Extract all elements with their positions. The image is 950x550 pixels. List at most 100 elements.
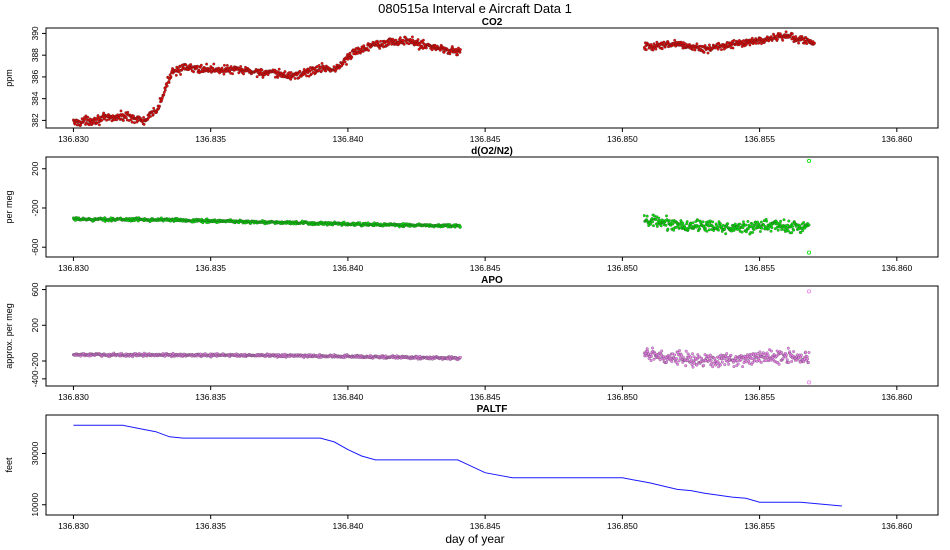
data-point <box>671 222 675 226</box>
data-point <box>738 222 742 226</box>
data-point <box>807 360 810 364</box>
data-point <box>298 69 302 73</box>
data-point <box>813 41 816 45</box>
data-point <box>317 63 321 67</box>
data-point <box>744 223 748 227</box>
data-point <box>289 77 293 81</box>
data-point <box>691 221 695 225</box>
data-point <box>790 231 794 235</box>
data-point <box>121 119 125 122</box>
data-point <box>130 120 134 124</box>
data-point <box>807 158 812 163</box>
data-point <box>787 361 791 364</box>
data-point <box>378 46 382 50</box>
data-point <box>666 40 670 44</box>
x-tick-label: 136.855 <box>744 392 775 402</box>
data-point <box>97 123 101 127</box>
data-point <box>665 360 668 364</box>
data-point <box>698 227 702 231</box>
data-point <box>802 221 806 224</box>
data-point <box>797 41 801 45</box>
x-tick-label: 136.835 <box>195 134 226 144</box>
data-point <box>96 114 100 118</box>
data-point <box>662 40 666 44</box>
x-tick-label: 136.855 <box>744 134 775 144</box>
data-point <box>784 353 788 357</box>
data-point <box>148 115 152 118</box>
y-tick-label: 600 <box>30 282 40 296</box>
data-point <box>717 228 720 232</box>
data-point <box>673 38 677 42</box>
data-point <box>780 228 784 232</box>
data-point <box>456 53 460 57</box>
data-point <box>458 355 462 359</box>
data-point <box>729 353 733 357</box>
data-point <box>785 358 789 362</box>
data-point <box>751 361 755 364</box>
data-point <box>748 43 752 47</box>
data-point <box>786 229 790 233</box>
panel-title: CO2 <box>482 17 503 28</box>
data-point <box>697 224 701 228</box>
data-point <box>754 352 758 356</box>
data-point <box>410 35 414 39</box>
data-point <box>702 363 706 367</box>
data-point <box>692 361 696 365</box>
panel-1: d(O2/N2) per meg 136.830 136.835 136.840 136.… <box>4 146 939 273</box>
data-point <box>805 355 809 359</box>
data-point <box>645 354 649 358</box>
x-tick-label: 136.840 <box>333 263 364 273</box>
data-point <box>723 363 727 367</box>
data-point <box>751 230 755 234</box>
data-point <box>652 224 655 228</box>
data-point <box>791 224 795 228</box>
x-tick-label: 136.840 <box>333 521 364 531</box>
data-point <box>341 62 345 66</box>
data-point <box>105 118 109 122</box>
data-point <box>807 250 812 255</box>
data-point <box>727 362 731 366</box>
x-tick-label: 136.830 <box>58 521 89 531</box>
data-point <box>665 214 668 218</box>
data-point <box>799 353 803 357</box>
y-axis-label: approx. per meg <box>4 303 14 369</box>
data-point <box>757 359 761 363</box>
data-point <box>787 219 791 223</box>
data-point <box>722 47 726 51</box>
x-tick-label: 136.830 <box>58 134 89 144</box>
data-point <box>716 47 720 51</box>
data-point <box>305 74 309 78</box>
x-tick-label: 136.850 <box>607 521 638 531</box>
data-point <box>424 46 428 50</box>
data-point <box>704 226 707 230</box>
data-point <box>652 357 656 361</box>
data-point <box>807 351 811 354</box>
data-point <box>691 352 694 356</box>
data-point <box>725 352 729 356</box>
data-point <box>658 358 662 362</box>
data-point <box>645 214 649 218</box>
x-tick-label: 136.860 <box>881 263 912 273</box>
data-point <box>655 215 659 219</box>
data-point <box>685 220 689 224</box>
data-point <box>132 114 135 118</box>
data-point <box>806 357 810 361</box>
x-tick-label: 136.845 <box>470 521 501 531</box>
y-tick-label: 30000 <box>30 441 40 465</box>
data-point <box>713 356 717 360</box>
data-point <box>458 48 462 52</box>
data-point <box>163 88 167 92</box>
data-point <box>222 63 226 67</box>
data-point <box>753 359 757 363</box>
data-point <box>716 225 720 229</box>
data-point <box>691 48 694 51</box>
data-point <box>711 220 715 224</box>
data-point <box>659 224 663 228</box>
x-axis-label: day of year <box>445 532 504 546</box>
data-point <box>786 346 790 350</box>
y-tick-label: 382 <box>30 113 40 127</box>
data-point <box>683 42 687 46</box>
data-point <box>177 70 181 74</box>
data-point <box>769 349 773 353</box>
data-point <box>755 359 759 363</box>
